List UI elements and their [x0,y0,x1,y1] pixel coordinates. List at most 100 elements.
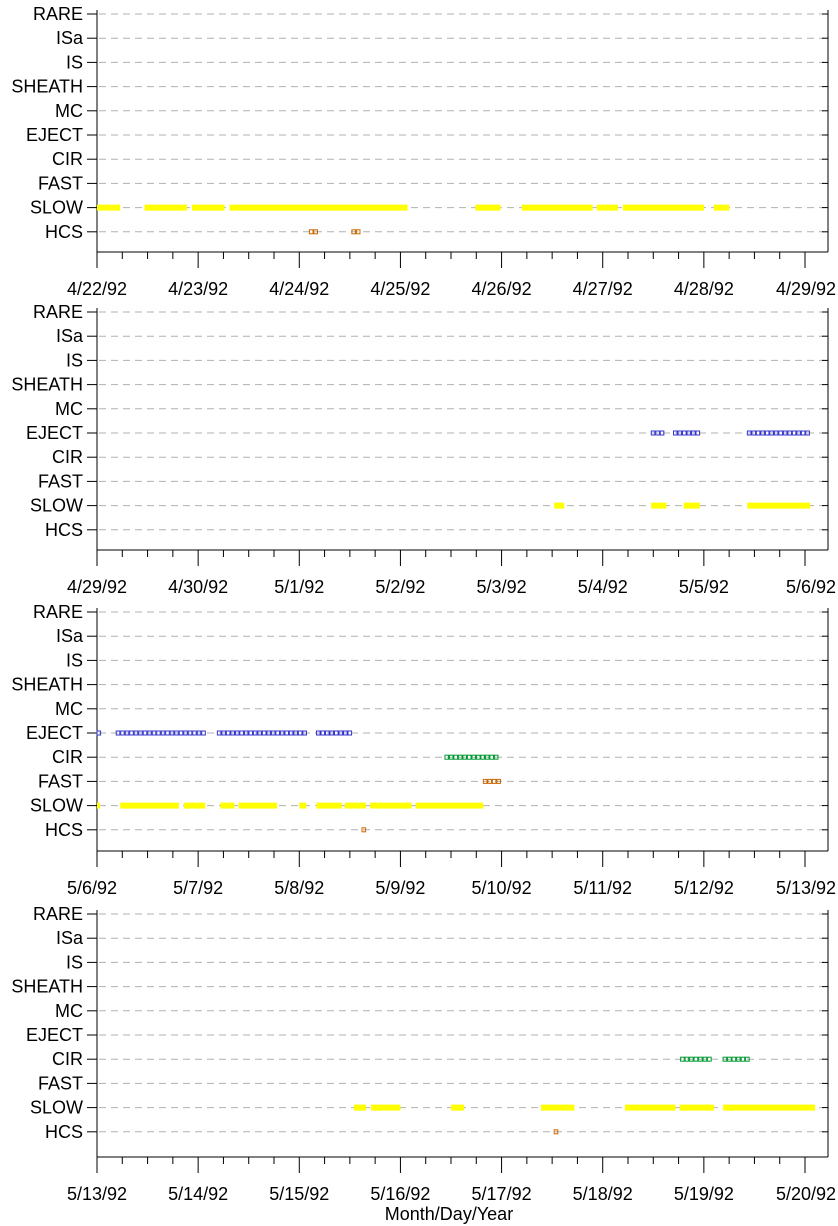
interval-marker [727,1056,732,1062]
interval-marker [147,730,152,736]
interval-slow [723,1104,816,1111]
x-tick-label: 4/29/92 [776,279,836,299]
interval-marker [351,229,356,235]
interval-hcs [553,1129,559,1135]
category-label-sheath: SHEATH [11,77,83,97]
interval-marker [480,754,486,760]
category-label-rare: RARE [33,4,83,24]
interval-slow [415,802,484,809]
category-label-cir: CIR [52,149,83,169]
x-tick-label: 5/8/92 [274,878,324,898]
interval-slow [192,204,225,211]
x-tick-label: 5/19/92 [674,1184,734,1204]
interval-marker [496,778,501,784]
interval-slow [97,204,121,211]
interval-marker [275,730,280,736]
interval-marker [650,430,656,436]
category-label-is: IS [66,52,83,72]
interval-cir [722,1056,750,1062]
category-label-rare: RARE [33,302,83,322]
interval-slow [651,502,667,509]
interval-marker [677,430,683,436]
interval-marker [736,1056,741,1062]
x-tick-label: 4/27/92 [573,279,633,299]
x-tick-label: 4/22/92 [67,279,127,299]
interval-slow [475,204,501,211]
x-tick-label: 4/24/92 [269,279,329,299]
x-tick-label: 5/5/92 [679,577,729,597]
interval-marker [489,754,495,760]
interval-marker [129,730,134,736]
interval-slow [679,1104,714,1111]
interval-marker [279,730,285,736]
interval-marker [138,730,143,736]
category-label-eject: EJECT [26,423,83,443]
x-tick-label: 5/11/92 [573,878,632,898]
interval-marker [342,730,348,736]
interval-marker [740,1056,746,1062]
interval-marker [216,730,222,736]
x-tick-label: 5/7/92 [173,878,223,898]
interval-eject [115,730,206,736]
interval-marker [787,430,792,436]
interval-marker [493,754,499,760]
interval-marker [192,730,197,736]
interval-eject [673,430,701,436]
interval-marker [239,730,244,736]
interval-marker [243,730,249,736]
category-label-hcs: HCS [45,820,83,840]
x-tick-label: 4/30/92 [168,577,228,597]
interval-marker [261,730,267,736]
category-label-rare: RARE [33,904,83,924]
interval-slow [353,1104,367,1111]
category-label-isa: ISa [56,928,84,948]
interval-marker [315,730,321,736]
category-label-mc: MC [55,1001,83,1021]
interval-marker [471,754,477,760]
category-label-mc: MC [55,101,83,121]
interval-marker [673,430,678,436]
category-label-slow: SLOW [30,198,83,218]
interval-hcs [361,827,367,833]
panel-2: RARE ISa IS SHEATH MC EJECT CIR FAST SLOW HCS 4/29… [11,302,836,597]
x-tick-label: 5/4/92 [578,577,628,597]
interval-marker [151,730,157,736]
interval-marker [96,730,102,736]
x-tick-label: 4/25/92 [370,279,430,299]
interval-marker [313,229,318,235]
interval-marker [133,730,139,736]
interval-slow [144,204,188,211]
interval-slow [622,204,704,211]
interval-marker [695,430,701,436]
interval-marker [120,730,125,736]
category-label-fast: FAST [38,1073,83,1093]
interval-marker [178,730,184,736]
interval-marker [201,730,206,736]
interval-marker [324,730,330,736]
interval-marker [659,430,665,436]
x-tick-label: 5/16/92 [370,1184,430,1204]
x-tick-label: 4/26/92 [472,279,532,299]
interval-marker [448,754,454,760]
interval-slow [97,802,101,809]
category-label-mc: MC [55,399,83,419]
category-label-eject: EJECT [26,1025,83,1045]
interval-marker [297,730,303,736]
interval-marker [702,1056,708,1062]
interval-slow [624,1104,676,1111]
interval-hcs [351,229,361,235]
interval-marker [722,1056,728,1062]
interval-marker [196,730,202,736]
category-label-isa: ISa [56,28,84,48]
interval-slow [344,802,367,809]
interval-marker [338,730,344,736]
interval-slow [120,802,179,809]
interval-marker [320,730,326,736]
interval-eject [315,730,353,736]
category-label-cir: CIR [52,1049,83,1069]
interval-marker [487,778,492,784]
interval-marker [142,730,148,736]
interval-marker [270,730,276,736]
x-tick-label: 5/3/92 [477,577,527,597]
